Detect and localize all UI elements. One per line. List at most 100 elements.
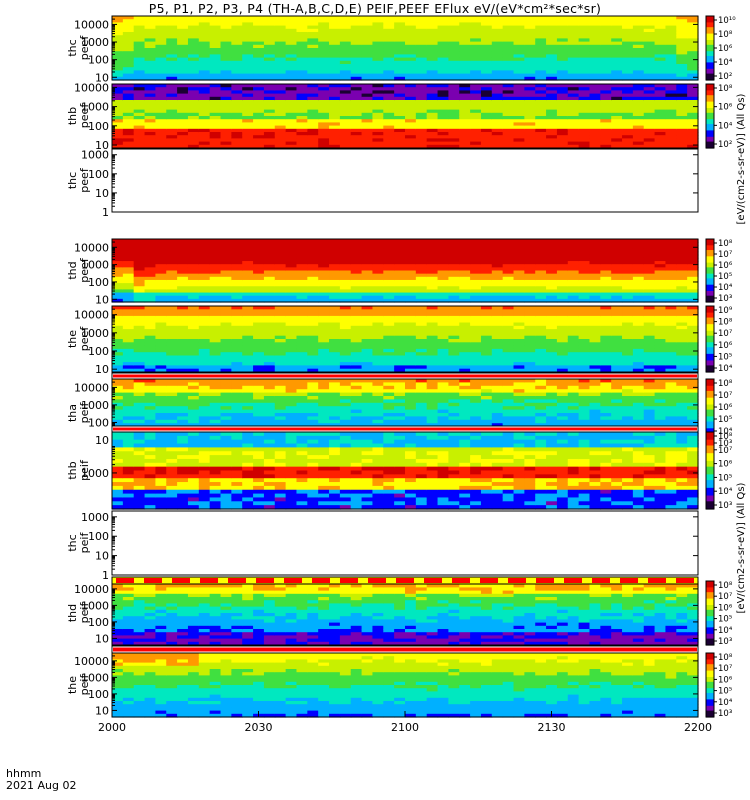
heatmap-cell <box>448 138 460 143</box>
heatmap-cell <box>198 70 211 75</box>
heatmap-cell <box>611 54 623 59</box>
heatmap-cell <box>654 22 667 27</box>
heatmap-cell <box>426 28 439 33</box>
heatmap-cell <box>296 54 308 59</box>
heatmap-cell <box>470 93 482 98</box>
heatmap-cell <box>448 76 460 81</box>
heatmap-cell <box>263 70 276 75</box>
heatmap-cell <box>263 100 276 104</box>
heatmap-cell <box>600 100 612 104</box>
heatmap-cell <box>383 135 395 139</box>
heatmap-cell <box>122 51 135 55</box>
heatmap-cell <box>372 87 384 91</box>
heatmap-cell <box>187 35 200 39</box>
heatmap-cell <box>209 138 222 143</box>
heatmap-cell <box>155 279 167 284</box>
heatmap-cell <box>676 93 688 98</box>
heatmap-cell <box>383 112 395 117</box>
heatmap-cell <box>112 298 124 303</box>
heatmap-cell <box>329 138 341 143</box>
heatmap-cell <box>133 35 146 39</box>
heatmap-cell <box>177 38 189 43</box>
heatmap-cell <box>524 125 536 130</box>
heatmap-cell <box>242 96 254 101</box>
heatmap-cell <box>307 96 319 101</box>
heatmap-cell <box>198 38 211 43</box>
heatmap-cell <box>480 84 493 88</box>
heatmap-cell <box>622 103 634 107</box>
heatmap-cell <box>676 76 688 81</box>
heatmap-cell <box>546 93 558 98</box>
heatmap-cell <box>491 28 504 33</box>
heatmap-cell <box>350 128 363 133</box>
heatmap-cell <box>513 64 525 68</box>
heatmap-cell <box>535 32 547 36</box>
heatmap-cell <box>383 76 395 81</box>
heatmap-cell <box>459 22 471 27</box>
heatmap-cell <box>209 119 222 123</box>
heatmap-cell <box>654 19 667 23</box>
heatmap-cell <box>144 48 157 52</box>
heatmap-cell <box>687 90 699 95</box>
heatmap-cell <box>177 283 189 287</box>
heatmap-cell <box>285 138 298 143</box>
heatmap-cell <box>166 54 178 59</box>
heatmap-cell <box>122 119 135 123</box>
heatmap-cell <box>491 25 504 30</box>
heatmap-cell <box>578 35 591 39</box>
heatmap-cell <box>122 84 135 88</box>
colorbar-tick-label: 10⁹ <box>718 306 733 316</box>
heatmap-cell <box>600 84 612 88</box>
heatmap-cell <box>415 16 428 20</box>
heatmap-cell <box>622 25 634 30</box>
heatmap-cell <box>589 87 601 91</box>
heatmap-cell <box>155 96 167 101</box>
heatmap-cell <box>513 132 525 136</box>
heatmap-cell <box>166 106 178 111</box>
heatmap-cell <box>166 273 178 278</box>
heatmap-cell <box>535 103 547 107</box>
heatmap-cell <box>611 100 623 104</box>
heatmap-cell <box>187 28 200 33</box>
heatmap-cell <box>285 116 298 120</box>
heatmap-cell <box>415 109 428 114</box>
heatmap-cell <box>589 64 601 68</box>
heatmap-cell <box>133 279 146 284</box>
heatmap-cell <box>578 76 591 81</box>
heatmap-cell <box>166 32 178 36</box>
heatmap-cell <box>177 122 189 127</box>
heatmap-cell <box>513 41 525 46</box>
heatmap-cell <box>285 135 298 139</box>
heatmap-cell <box>242 132 254 136</box>
heatmap-cell <box>177 103 189 107</box>
heatmap-cell <box>480 144 493 149</box>
heatmap-cell <box>198 109 211 114</box>
colorbar-tick-label: 10⁵ <box>718 352 732 362</box>
heatmap-cell <box>253 106 265 111</box>
heatmap-cell <box>459 44 471 49</box>
heatmap-cell <box>155 385 167 390</box>
heatmap-cell <box>437 122 450 127</box>
heatmap-cell <box>220 106 232 111</box>
heatmap-cell <box>470 73 482 78</box>
heatmap-cell <box>600 19 612 23</box>
heatmap-cell <box>513 112 525 117</box>
heatmap-cell <box>209 41 222 46</box>
heatmap-cell <box>285 70 298 75</box>
heatmap-cell <box>209 70 222 75</box>
heatmap-cell <box>220 128 232 133</box>
heatmap-cell <box>676 116 688 120</box>
heatmap-cell <box>177 239 189 243</box>
heatmap-cell <box>187 298 200 303</box>
heatmap-cell <box>155 276 167 281</box>
heatmap-cell <box>622 19 634 23</box>
heatmap-cell <box>513 25 525 30</box>
heatmap-cell <box>513 125 525 130</box>
heatmap-cell <box>177 248 189 253</box>
heatmap-cell <box>480 90 493 95</box>
heatmap-cell <box>448 41 460 46</box>
heatmap-cell <box>459 135 471 139</box>
heatmap-cell <box>665 57 677 62</box>
heatmap-cell <box>676 106 688 111</box>
heatmap-cell <box>600 60 612 65</box>
